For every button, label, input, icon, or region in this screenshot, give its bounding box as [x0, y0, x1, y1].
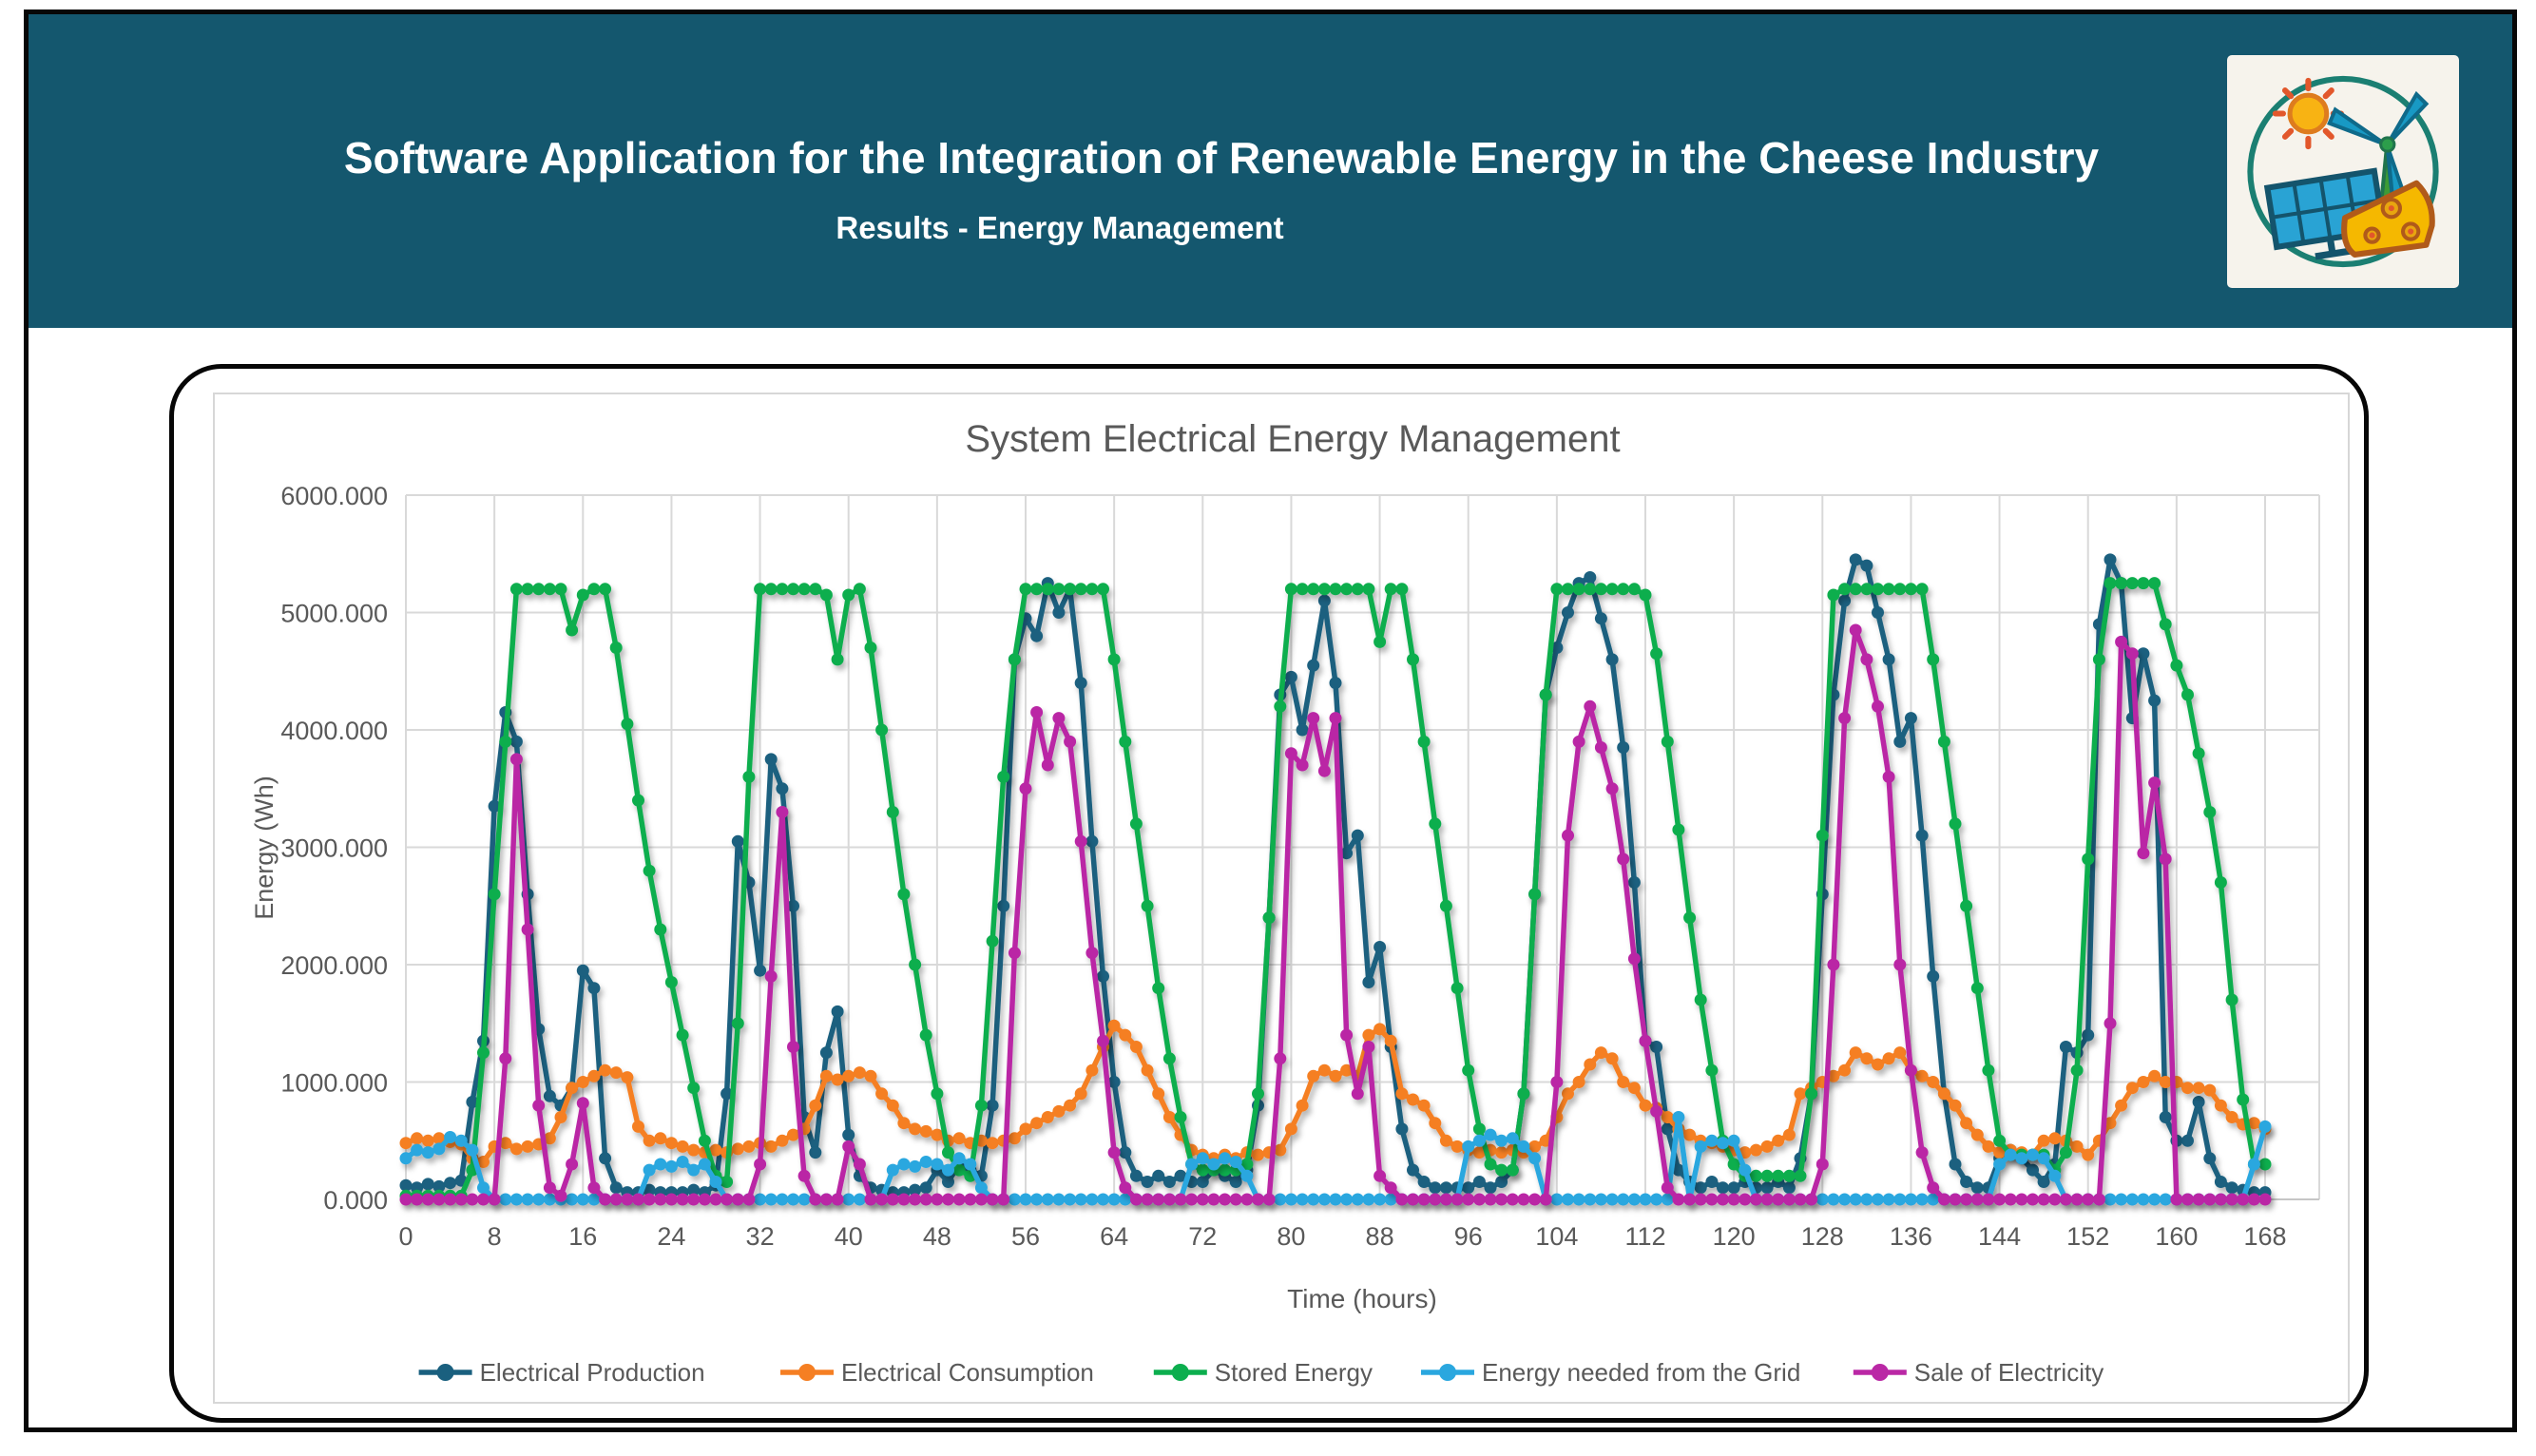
x-tick-label: 168 — [2243, 1222, 2286, 1251]
legend-item-electrical-production: Electrical Production — [418, 1358, 705, 1387]
x-tick-label: 144 — [1978, 1222, 2021, 1251]
y-tick-label: 2000.000 — [280, 951, 388, 980]
x-tick-label: 88 — [1366, 1222, 1394, 1251]
legend-marker-stored-energy — [1171, 1364, 1189, 1381]
legend-item-sale-of-electricity: Sale of Electricity — [1853, 1358, 2104, 1387]
header-banner: Software Application for the Integration… — [29, 14, 2512, 328]
x-tick-label: 0 — [398, 1222, 413, 1251]
x-tick-label: 152 — [2066, 1222, 2109, 1251]
legend-label-stored-energy: Stored Energy — [1215, 1358, 1373, 1387]
x-tick-label: 160 — [2155, 1222, 2198, 1251]
series-line-electrical-production — [405, 557, 2265, 1196]
chart-title: System Electrical Energy Management — [965, 418, 1620, 460]
chart-border — [213, 393, 2350, 1404]
sun-icon — [2272, 77, 2345, 150]
y-tick-label: 0.000 — [323, 1186, 388, 1215]
energy-management-chart: 0.000 1000.000 2000.000 3000.000 4000.000 500… — [213, 393, 2350, 1404]
cheese-icon — [2341, 180, 2435, 258]
page-subtitle: Results - Energy Management — [836, 210, 1284, 245]
series-sale-of-electricity — [399, 623, 2272, 1206]
renewable-energy-cheese-logo-icon — [2247, 75, 2439, 268]
y-tick-label: 5000.000 — [280, 600, 388, 628]
legend-label-electrical-consumption: Electrical Consumption — [841, 1358, 1094, 1387]
x-tick-label: 40 — [835, 1222, 863, 1251]
legend-marker-energy-needed-from-the-grid — [1439, 1364, 1456, 1381]
x-tick-label: 136 — [1890, 1222, 1932, 1251]
x-axis-title: Time (hours) — [1287, 1284, 1437, 1313]
legend-marker-electrical-production — [436, 1364, 454, 1381]
x-tick-label: 56 — [1011, 1222, 1040, 1251]
series-electrical-production — [399, 553, 2272, 1199]
x-tick-label: 48 — [923, 1222, 951, 1251]
legend-marker-sale-of-electricity — [1871, 1364, 1889, 1381]
y-tick-label: 1000.000 — [280, 1069, 388, 1098]
legend-label-energy-needed-from-the-grid: Energy needed from the Grid — [1482, 1358, 1800, 1387]
app-title: Software Application for the Integration… — [343, 133, 2100, 182]
x-tick-label: 96 — [1454, 1222, 1483, 1251]
x-tick-label: 32 — [746, 1222, 775, 1251]
x-tick-label: 104 — [1535, 1222, 1578, 1251]
x-tick-label: 16 — [568, 1222, 597, 1251]
y-tick-label: 6000.000 — [280, 482, 388, 510]
y-tick-label: 3000.000 — [280, 834, 388, 863]
legend-item-electrical-consumption: Electrical Consumption — [780, 1358, 1094, 1387]
x-tick-label: 112 — [1624, 1222, 1665, 1251]
x-tick-label: 120 — [1713, 1222, 1756, 1251]
x-tick-label: 8 — [488, 1222, 502, 1251]
x-tick-label: 128 — [1801, 1222, 1844, 1251]
x-tick-label: 80 — [1277, 1222, 1305, 1251]
legend-label-sale-of-electricity: Sale of Electricity — [1914, 1358, 2104, 1387]
x-tick-label: 72 — [1188, 1222, 1217, 1251]
legend-item-energy-needed-from-the-grid: Energy needed from the Grid — [1421, 1358, 1800, 1387]
legend-label-electrical-production: Electrical Production — [480, 1358, 705, 1387]
x-tick-label: 24 — [657, 1222, 685, 1251]
legend-item-stored-energy: Stored Energy — [1153, 1358, 1373, 1387]
legend-marker-electrical-consumption — [798, 1364, 816, 1381]
y-axis-title: Energy (Wh) — [250, 776, 279, 920]
app-logo — [2227, 55, 2459, 288]
x-tick-label: 64 — [1100, 1222, 1128, 1251]
y-tick-label: 4000.000 — [280, 717, 388, 745]
